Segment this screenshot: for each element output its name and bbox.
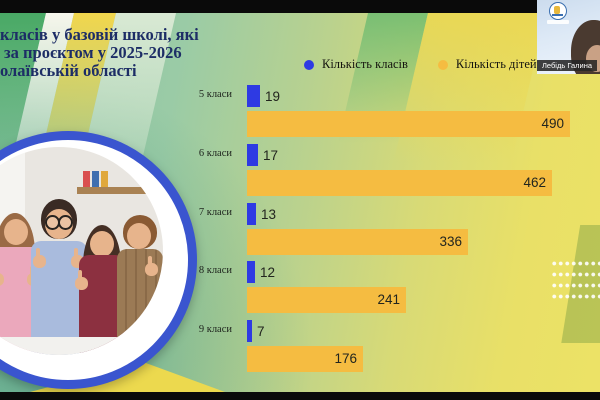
children-bar: 462 (247, 169, 552, 196)
classes-bar (247, 85, 260, 107)
dot-pattern (551, 258, 600, 304)
photo-book (92, 171, 99, 187)
legend-item-children: Кількість дітей (437, 57, 537, 72)
chart-row: 6 класи 17 462 (0, 143, 600, 198)
photo-thumbs-up (33, 248, 46, 268)
category-label: 6 класи (198, 147, 232, 159)
classes-bar (247, 143, 258, 166)
children-value-label: 336 (439, 233, 462, 249)
classes-value-label: 19 (265, 89, 281, 104)
children-bar: 490 (247, 111, 570, 137)
institution-logo-icon (549, 2, 567, 20)
children-bar: 336 (247, 228, 468, 255)
presentation-slide: класів у базовій школі, які за проєктом … (0, 13, 600, 392)
participant-video-tile[interactable]: Лебідь Галина (537, 0, 600, 74)
institution-logo-banner (547, 20, 569, 24)
slide-title-line2: за проєктом у 2025-2026 (4, 43, 182, 62)
bar-chart: 5 класи 19 490 6 класи 17 462 7 класи 13 336 8 кл… (0, 13, 600, 392)
photo-thumbs-up (145, 256, 158, 276)
photo-book (83, 171, 90, 187)
photo-glasses (58, 215, 73, 230)
children-value-label: 462 (523, 174, 546, 190)
photo-globe (123, 153, 140, 170)
photo-book (101, 171, 108, 187)
chart-row: 9 класи 7 176 (0, 320, 600, 374)
category-label: 9 класи (198, 324, 232, 335)
slide-title: класів у базовій школі, які за проєктом … (0, 26, 199, 80)
classroom-photo-frame (0, 131, 197, 389)
chart-legend: Кількість класів Кількість дітей (304, 57, 537, 72)
children-bar: 176 (247, 346, 363, 372)
participant-name-label: Лебідь Галина (537, 60, 598, 71)
classes-value-label: 17 (263, 147, 279, 163)
children-value-label: 241 (377, 292, 400, 308)
children-value-label: 490 (541, 116, 564, 131)
category-label: 8 класи (198, 265, 232, 277)
photo-person-head (4, 219, 28, 245)
category-label: 5 класи (198, 89, 232, 100)
slide-title-line3: олаївській області (0, 61, 137, 80)
classes-bar (247, 320, 252, 342)
category-label: 7 класи (198, 206, 232, 218)
photo-thumbs-up (75, 270, 88, 290)
legend-label-classes: Кількість класів (322, 57, 408, 71)
photo-desk (0, 337, 163, 355)
photo-shelf (77, 187, 155, 194)
classes-bar (247, 261, 255, 284)
legend-item-classes: Кількість класів (304, 57, 408, 72)
chart-row: 7 класи 13 336 (0, 202, 600, 257)
photo-person-head (90, 231, 114, 257)
legend-dot-classes-icon (304, 59, 314, 70)
classes-value-label: 13 (261, 206, 277, 222)
children-value-label: 176 (334, 351, 357, 366)
legend-label-children: Кількість дітей (455, 57, 537, 71)
chart-row: 8 класи 12 241 (0, 261, 600, 315)
photo-thumbs-up (0, 273, 4, 286)
photo-person-head (127, 223, 151, 249)
classes-bar (247, 202, 256, 225)
legend-dot-children-icon (437, 59, 448, 70)
classroom-photo (0, 147, 163, 355)
classes-value-label: 12 (260, 265, 276, 281)
chart-row: 5 класи 19 490 (0, 85, 600, 139)
classes-value-label: 7 (257, 324, 265, 339)
slide-title-line1: класів у базовій школі, які (0, 25, 199, 44)
children-bar: 241 (247, 287, 406, 314)
